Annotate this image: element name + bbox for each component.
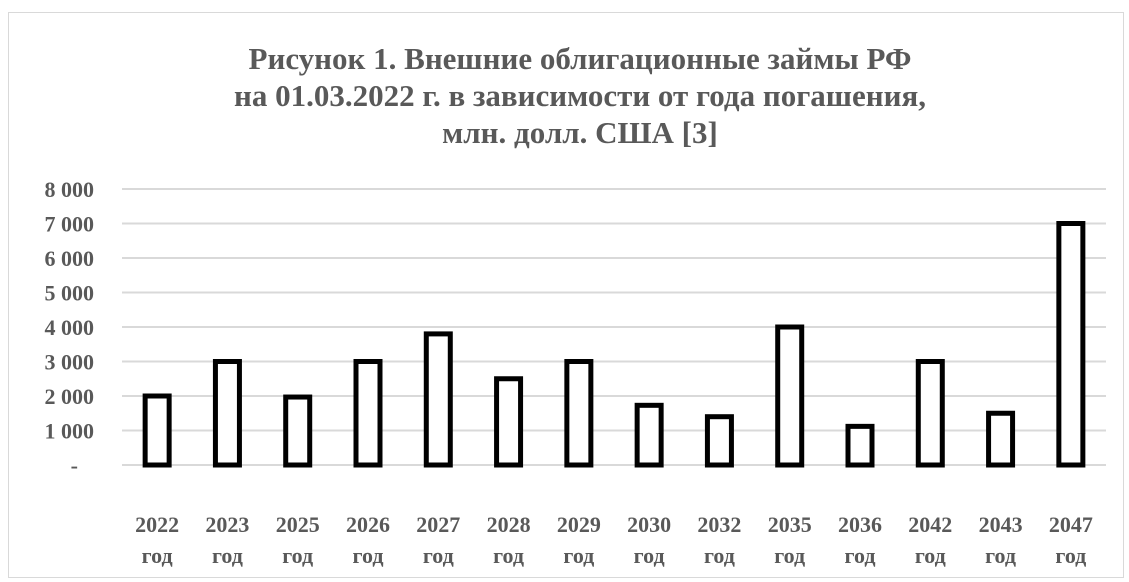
bar (564, 359, 594, 468)
y-tick-label: 2 000 (45, 384, 95, 409)
x-tick-label-unit: год (563, 543, 594, 568)
x-tick-label-unit: год (634, 543, 665, 568)
bar (1056, 221, 1086, 468)
bars (142, 221, 1086, 468)
bar (283, 394, 313, 468)
x-tick-label-unit: год (353, 543, 384, 568)
x-tick-label-year: 2022 (135, 512, 179, 537)
x-tick-label-unit: год (774, 543, 805, 568)
bar (212, 359, 242, 468)
x-tick-label-unit: год (142, 543, 173, 568)
x-tick-label-unit: год (845, 543, 876, 568)
chart-title-line-2: на 01.03.2022 г. в зависимости от года п… (234, 78, 926, 113)
bar (494, 376, 524, 468)
x-tick-label-year: 2023 (205, 512, 249, 537)
bar (142, 393, 172, 468)
x-tick-label-year: 2032 (697, 512, 741, 537)
chart-title: Рисунок 1. Внешние облигационные займы Р… (0, 40, 1129, 151)
y-tick-label: - (71, 453, 78, 478)
y-tick-label: 4 000 (45, 315, 95, 340)
x-tick-label-year: 2026 (346, 512, 390, 537)
x-tick-label-year: 2043 (979, 512, 1023, 537)
x-tick-label-year: 2035 (768, 512, 812, 537)
x-tick-label-year: 2028 (487, 512, 531, 537)
bar (986, 410, 1016, 468)
y-tick-label: 5 000 (45, 281, 95, 306)
x-tick-label-year: 2030 (627, 512, 671, 537)
chart-frame (8, 12, 1124, 578)
x-tick-label-unit: год (423, 543, 454, 568)
y-tick-label: 3 000 (45, 350, 95, 375)
x-tick-label-unit: год (282, 543, 313, 568)
bar (634, 402, 664, 468)
x-axis-tick-labels: 2022 год 2023 год 2025 год 2026 год 2027 год 2028 г… (135, 512, 1093, 568)
y-tick-label: 1 000 (45, 419, 95, 444)
x-tick-label-year: 2027 (416, 512, 460, 537)
bar (775, 324, 805, 468)
x-tick-label-year: 2036 (838, 512, 882, 537)
x-tick-label-year: 2047 (1049, 512, 1093, 537)
bar (353, 359, 383, 468)
bar (423, 331, 453, 468)
y-tick-label: 8 000 (45, 177, 95, 202)
x-tick-label-unit: год (915, 543, 946, 568)
x-tick-label-year: 2042 (908, 512, 952, 537)
bar (915, 359, 945, 468)
y-tick-label: 6 000 (45, 246, 95, 271)
bar (704, 414, 734, 468)
x-tick-label-year: 2029 (557, 512, 601, 537)
y-tick-label: 7 000 (45, 212, 95, 237)
bar (845, 423, 875, 468)
x-tick-label-unit: год (493, 543, 524, 568)
gridlines (122, 188, 1106, 466)
x-tick-label-unit: год (985, 543, 1016, 568)
x-tick-label-unit: год (1055, 543, 1086, 568)
x-tick-label-unit: год (212, 543, 243, 568)
chart-title-line-1: Рисунок 1. Внешние облигационные займы Р… (248, 41, 912, 76)
chart-title-line-3: млн. долл. США [3] (442, 115, 718, 150)
x-tick-label-year: 2025 (276, 512, 320, 537)
x-tick-label-unit: год (704, 543, 735, 568)
y-axis-tick-labels: - 1 000 2 000 3 000 4 000 5 000 6 000 7 000 8 00… (45, 177, 95, 478)
